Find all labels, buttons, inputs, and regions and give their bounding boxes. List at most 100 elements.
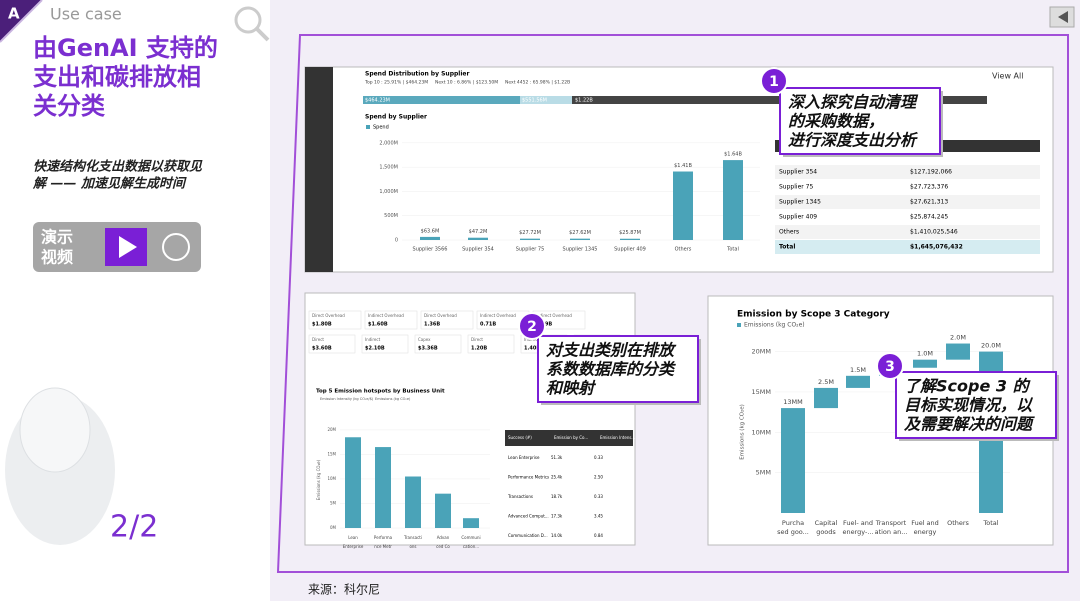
kpi-card [467, 334, 515, 354]
table-cell: 25.4k [551, 475, 563, 480]
x-tick-label: Lean [348, 535, 358, 540]
table-cell: 2.50 [594, 475, 603, 480]
table-cell: 0.33 [594, 455, 603, 460]
bar [405, 476, 421, 528]
x-tick-label: Purcha [782, 519, 804, 527]
bar [673, 171, 693, 240]
callout-text: 对支出类别在排放 [546, 341, 677, 360]
source: 来源：科尔尼 [308, 582, 380, 597]
x-tick-label: ons [409, 544, 416, 549]
table-header-cell: Emission by Co... [554, 435, 588, 440]
table-header-cell: Success (#) [508, 435, 532, 440]
table-cell: $1,410,025,546 [910, 229, 958, 236]
title: 支出和碳排放相 [33, 63, 201, 91]
bar [913, 359, 937, 368]
y-tick-label: 5MM [756, 469, 771, 477]
table-row [775, 165, 1040, 179]
kpi-label: Direct Overhead [424, 313, 457, 318]
chart-title: Spend by Supplier [365, 114, 427, 121]
table-header-cell: Emission Intens... [600, 435, 635, 440]
play-icon[interactable] [119, 236, 137, 258]
table-cell: Performance Metrics [508, 475, 549, 480]
x-tick-label: Fuel- and [843, 519, 873, 527]
legend: Spend [373, 125, 389, 131]
value-label: $27.62M [569, 230, 591, 236]
x-tick-label: Transport [875, 519, 907, 527]
kpi-label: Direct [312, 337, 324, 342]
legend-swatch [737, 323, 741, 327]
value-label: 2.5M [818, 378, 834, 386]
kpi-value: 1.20B [471, 346, 487, 352]
kpi-value: $3.36B [418, 346, 438, 352]
bar [468, 237, 488, 240]
kpi-card [308, 334, 356, 354]
table-row [775, 195, 1040, 209]
callout-badge [518, 312, 546, 340]
table-cell: 0.84 [594, 533, 603, 538]
y-tick-label: 5M [330, 500, 337, 505]
x-tick-label: Supplier 3566 [413, 247, 448, 253]
table-row [775, 225, 1040, 239]
table-cell: 0.33 [594, 494, 603, 499]
frame [276, 34, 1069, 573]
bar [846, 375, 870, 388]
bar-label: $551.56M [522, 98, 547, 104]
kpi-label: Indirect [365, 337, 381, 342]
x-tick-label: goods [816, 528, 836, 536]
table-cell: 14.0k [551, 533, 563, 538]
button-label[interactable]: 视频 [41, 248, 73, 267]
link[interactable]: View All [992, 72, 1023, 81]
y-tick-label: 15MM [752, 388, 772, 396]
table-cell: Supplier 409 [779, 214, 817, 221]
table-cell: Advanced Comput... [508, 514, 549, 519]
x-tick-label: sed goo... [777, 528, 809, 536]
x-tick-label: Supplier 409 [614, 247, 646, 253]
y-axis-label: Emissions (kg CO₂e) [740, 404, 746, 460]
kpi-value: 0.71B [480, 322, 496, 328]
callout-text: 深入探究自动清理 [788, 93, 919, 112]
x-tick-label: Others [675, 247, 692, 253]
callout-text: 系数数据库的分类 [546, 360, 676, 379]
kpi-label: Capex [418, 337, 431, 342]
search-icon [255, 27, 270, 42]
callout-badge [876, 352, 904, 380]
y-tick-label: 20MM [752, 348, 772, 356]
bar [781, 408, 805, 513]
x-tick-label: Fuel and [911, 519, 939, 527]
x-tick-label: ation an... [875, 528, 908, 536]
summary: Top 10 : 25.91% | $464.23M [364, 80, 428, 86]
kpi-value: $1.80B [312, 322, 332, 328]
x-tick-label: Others [947, 519, 969, 527]
x-tick-label: nce Metr [374, 544, 392, 549]
kpi-value: $3.60B [312, 346, 332, 352]
bar [435, 493, 451, 528]
x-tick-label: Total [982, 519, 998, 527]
x-tick-label: Enterprise [343, 544, 364, 549]
callout-badge [760, 67, 788, 95]
callout-number: 1 [769, 74, 779, 90]
kpi-value: $2.10B [365, 346, 385, 352]
x-tick-label: Total [726, 247, 739, 253]
distribution-bar [363, 96, 520, 104]
table-row [775, 180, 1040, 194]
table-cell: 17.3k [551, 514, 563, 519]
kpi-label: Indirect Overhead [480, 313, 516, 318]
value-label: 13MM [783, 398, 803, 406]
table-cell: Lean Enterprise [508, 455, 540, 460]
table-cell: $127,192,066 [910, 169, 952, 176]
button-label[interactable]: 演示 [41, 228, 73, 247]
summary: Next 10 : 6.86% | $123.50M [435, 80, 498, 86]
kpi-label: Direct [471, 337, 483, 342]
value-label: 20.0M [981, 342, 1001, 350]
search-icon [234, 6, 262, 34]
kpi-card [308, 310, 362, 330]
y-tick-label: 10M [327, 476, 336, 481]
value-label: $47.2M [469, 229, 488, 235]
title: 由GenAI 支持的 [33, 34, 218, 62]
panel-title: Spend Distribution by Supplier [365, 71, 469, 78]
nav-button[interactable] [1058, 11, 1068, 23]
bar [723, 160, 743, 240]
bar [620, 238, 640, 240]
x-tick-label: Supplier 75 [516, 247, 545, 253]
